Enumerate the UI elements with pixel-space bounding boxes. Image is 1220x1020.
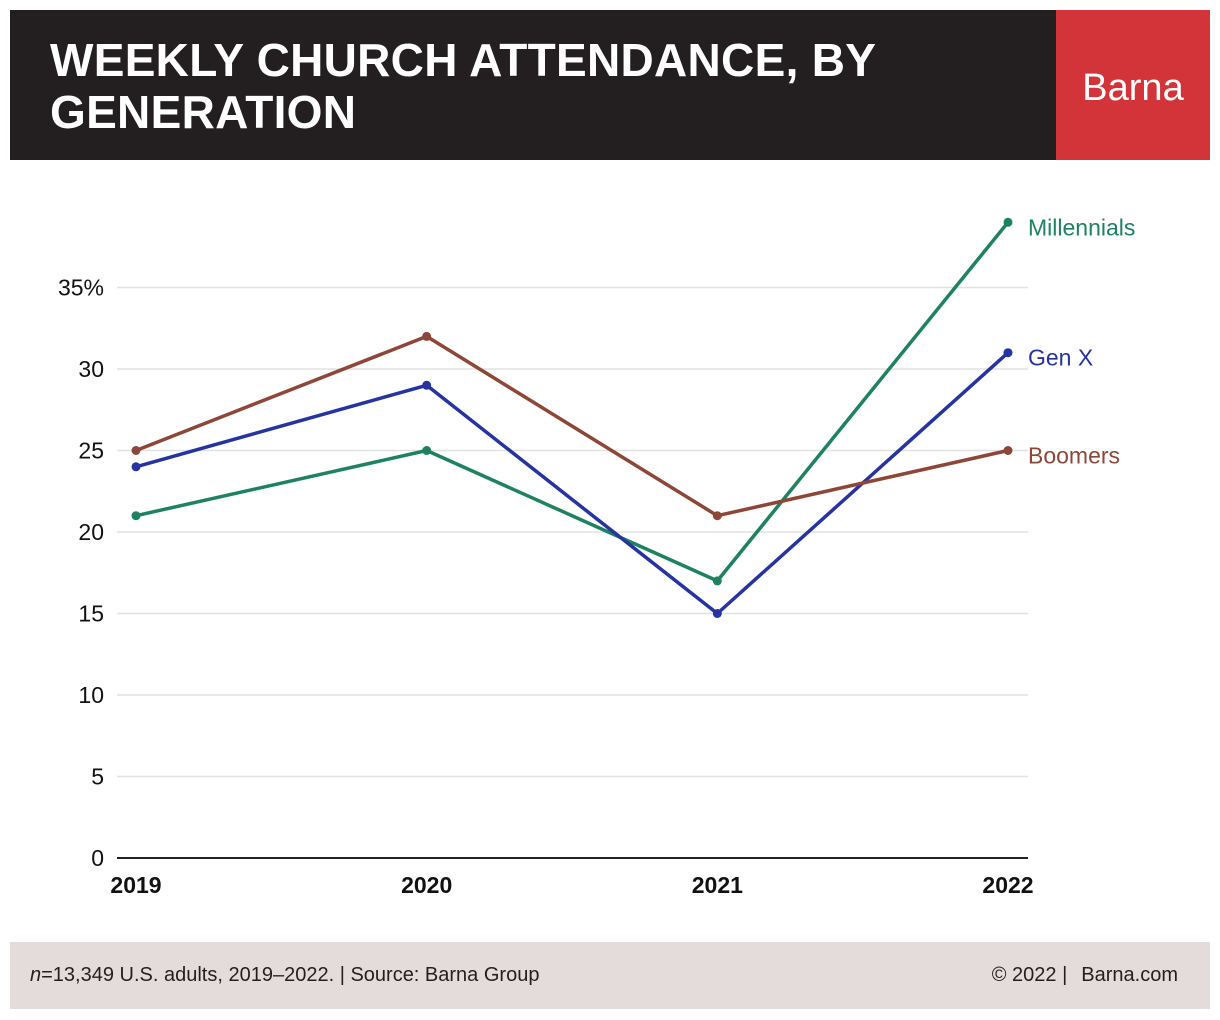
series-lines — [131, 217, 1013, 618]
axes: 0 5 10 15 20 25 30 35% 2019 2020 2021 2022 — [58, 275, 1034, 899]
x-tick-label: 2022 — [982, 872, 1033, 898]
data-point-boomers — [1003, 446, 1013, 455]
x-tick-label: 2021 — [692, 872, 743, 898]
y-tick-label: 10 — [78, 682, 104, 708]
data-point-millennials — [422, 446, 432, 455]
data-point-millennials — [1003, 217, 1013, 227]
chart-title: WEEKLY CHURCH ATTENDANCE, BY GENERATION — [50, 34, 876, 138]
y-tick-label: 30 — [78, 356, 104, 382]
site-link[interactable]: Barna.com — [1081, 964, 1178, 986]
y-tick-label: 15 — [78, 601, 104, 627]
chart-header: WEEKLY CHURCH ATTENDANCE, BY GENERATION — [10, 10, 1056, 160]
x-tick-label: 2019 — [110, 872, 161, 898]
data-point-gen-x — [422, 380, 432, 390]
series-label-millennials: Millennials — [1028, 214, 1135, 240]
series-line-millennials — [134, 220, 1010, 583]
y-tick-label: 20 — [78, 519, 104, 545]
data-point-millennials — [131, 511, 141, 521]
series-label-boomers: Boomers — [1028, 443, 1120, 469]
sample-note: n=13,349 U.S. adults, 2019–2022. | Sourc… — [30, 964, 539, 987]
y-tick-label: 35% — [58, 275, 104, 301]
data-point-gen-x — [712, 609, 722, 618]
line-chart: 0 5 10 15 20 25 30 35% 2019 2020 2021 2022 Millenni… — [58, 214, 1135, 899]
y-tick-label: 0 — [91, 845, 104, 871]
series-label-gen-x: Gen X — [1028, 345, 1093, 371]
y-tick-label: 25 — [78, 438, 104, 464]
data-point-boomers — [422, 331, 432, 341]
data-point-boomers — [712, 511, 722, 521]
x-tick-label: 2020 — [401, 872, 452, 898]
data-point-gen-x — [1003, 348, 1013, 358]
series-line-gen-x — [134, 350, 1010, 616]
data-point-boomers — [131, 446, 141, 455]
copyright: © 2022 | Barna.com — [992, 964, 1178, 987]
gridlines — [117, 286, 1028, 778]
copyright-text: © 2022 | — [991, 964, 1068, 986]
brand-logo: Barna — [1056, 10, 1210, 160]
series-line-boomers — [134, 334, 1010, 518]
data-point-millennials — [712, 576, 722, 586]
brand-name: Barna — [1082, 67, 1184, 109]
sample-n-label: n — [30, 964, 42, 986]
sample-note-text: =13,349 U.S. adults, 2019–2022. | Source… — [41, 964, 540, 986]
y-tick-label: 5 — [91, 764, 104, 790]
series-labels: Millennials Gen X Boomers — [1028, 214, 1135, 468]
footer: n=13,349 U.S. adults, 2019–2022. | Sourc… — [10, 942, 1210, 1009]
data-point-gen-x — [131, 462, 141, 472]
